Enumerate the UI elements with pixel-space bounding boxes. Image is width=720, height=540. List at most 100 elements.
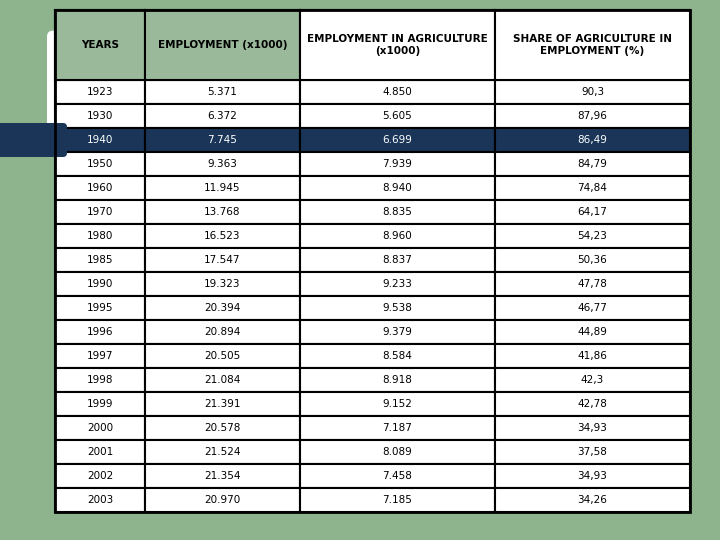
Bar bbox=[55, 104, 145, 128]
Bar bbox=[495, 464, 690, 488]
Text: 1930: 1930 bbox=[87, 111, 113, 121]
Bar bbox=[300, 200, 495, 224]
Text: 37,58: 37,58 bbox=[577, 447, 608, 457]
Text: 46,77: 46,77 bbox=[577, 303, 608, 313]
Text: 8.837: 8.837 bbox=[382, 255, 413, 265]
Bar bbox=[145, 368, 300, 392]
Text: 6.699: 6.699 bbox=[382, 135, 413, 145]
Text: 2002: 2002 bbox=[87, 471, 113, 481]
Bar bbox=[0, 0, 300, 540]
FancyBboxPatch shape bbox=[47, 31, 308, 146]
Text: 7.745: 7.745 bbox=[207, 135, 238, 145]
Bar bbox=[145, 224, 300, 248]
Text: 8.584: 8.584 bbox=[382, 351, 413, 361]
Bar bbox=[495, 10, 690, 80]
Bar bbox=[300, 176, 495, 200]
Bar bbox=[300, 10, 495, 80]
Text: 90,3: 90,3 bbox=[581, 87, 604, 97]
Bar bbox=[495, 296, 690, 320]
Text: 20.894: 20.894 bbox=[204, 327, 240, 337]
Bar bbox=[145, 416, 300, 440]
Bar bbox=[145, 10, 300, 80]
Bar bbox=[145, 80, 300, 104]
Bar bbox=[55, 224, 145, 248]
Bar bbox=[495, 104, 690, 128]
Bar bbox=[300, 128, 495, 152]
Bar bbox=[495, 416, 690, 440]
Text: 44,89: 44,89 bbox=[577, 327, 608, 337]
Text: 1997: 1997 bbox=[86, 351, 113, 361]
Bar bbox=[300, 248, 495, 272]
Text: SHARE OF AGRICULTURE IN
EMPLOYMENT (%): SHARE OF AGRICULTURE IN EMPLOYMENT (%) bbox=[513, 34, 672, 56]
Text: 16.523: 16.523 bbox=[204, 231, 240, 241]
Bar bbox=[55, 10, 145, 80]
Text: YEARS: YEARS bbox=[81, 40, 119, 50]
Text: 11.945: 11.945 bbox=[204, 183, 240, 193]
Bar bbox=[145, 464, 300, 488]
Bar bbox=[495, 272, 690, 296]
Text: 8.089: 8.089 bbox=[382, 447, 413, 457]
Text: 64,17: 64,17 bbox=[577, 207, 608, 217]
Text: 4.850: 4.850 bbox=[382, 87, 413, 97]
Bar bbox=[300, 104, 495, 128]
Bar bbox=[55, 416, 145, 440]
Text: 41,86: 41,86 bbox=[577, 351, 608, 361]
Text: 7.458: 7.458 bbox=[382, 471, 413, 481]
Text: 9.363: 9.363 bbox=[207, 159, 238, 169]
Bar bbox=[145, 392, 300, 416]
Text: 1995: 1995 bbox=[86, 303, 113, 313]
Bar bbox=[55, 392, 145, 416]
Text: 54,23: 54,23 bbox=[577, 231, 608, 241]
Text: 21.391: 21.391 bbox=[204, 399, 240, 409]
Bar bbox=[0, 0, 300, 49]
Text: 1996: 1996 bbox=[86, 327, 113, 337]
Text: 1985: 1985 bbox=[86, 255, 113, 265]
Bar bbox=[300, 440, 495, 464]
Text: 20.578: 20.578 bbox=[204, 423, 240, 433]
Bar bbox=[145, 440, 300, 464]
Text: 1940: 1940 bbox=[87, 135, 113, 145]
Text: 5.371: 5.371 bbox=[207, 87, 238, 97]
Text: 87,96: 87,96 bbox=[577, 111, 608, 121]
Bar bbox=[55, 10, 690, 512]
Text: EMPLOYMENT (x1000): EMPLOYMENT (x1000) bbox=[158, 40, 287, 50]
Text: 17.547: 17.547 bbox=[204, 255, 240, 265]
Bar bbox=[300, 320, 495, 344]
Text: EMPLOYMENT IN AGRICULTURE
(x1000): EMPLOYMENT IN AGRICULTURE (x1000) bbox=[307, 34, 488, 56]
Bar bbox=[55, 128, 145, 152]
Text: 8.940: 8.940 bbox=[382, 183, 413, 193]
Text: 86,49: 86,49 bbox=[577, 135, 608, 145]
Bar bbox=[145, 104, 300, 128]
Text: 1999: 1999 bbox=[86, 399, 113, 409]
Bar bbox=[300, 344, 495, 368]
Text: 1980: 1980 bbox=[87, 231, 113, 241]
Text: 47,78: 47,78 bbox=[577, 279, 608, 289]
Bar bbox=[495, 80, 690, 104]
Text: 21.524: 21.524 bbox=[204, 447, 240, 457]
Text: 1923: 1923 bbox=[86, 87, 113, 97]
Text: 34,93: 34,93 bbox=[577, 471, 608, 481]
Bar bbox=[55, 320, 145, 344]
Bar bbox=[145, 488, 300, 512]
Bar bbox=[55, 80, 145, 104]
Text: 8.918: 8.918 bbox=[382, 375, 413, 385]
Text: 42,78: 42,78 bbox=[577, 399, 608, 409]
Text: 7.187: 7.187 bbox=[382, 423, 413, 433]
Bar bbox=[300, 296, 495, 320]
Bar bbox=[55, 344, 145, 368]
Text: 21.084: 21.084 bbox=[204, 375, 240, 385]
Text: 1970: 1970 bbox=[87, 207, 113, 217]
Bar bbox=[300, 464, 495, 488]
Bar bbox=[495, 368, 690, 392]
Text: 2001: 2001 bbox=[87, 447, 113, 457]
Bar bbox=[145, 200, 300, 224]
Text: 2003: 2003 bbox=[87, 495, 113, 505]
Text: EMPLOYMENT IN AGRICULTURE
(x1000): EMPLOYMENT IN AGRICULTURE (x1000) bbox=[307, 34, 488, 56]
Text: 9.538: 9.538 bbox=[382, 303, 413, 313]
Bar bbox=[300, 368, 495, 392]
Bar bbox=[495, 152, 690, 176]
Bar bbox=[495, 128, 690, 152]
Bar bbox=[145, 320, 300, 344]
Bar bbox=[495, 200, 690, 224]
Bar bbox=[55, 368, 145, 392]
